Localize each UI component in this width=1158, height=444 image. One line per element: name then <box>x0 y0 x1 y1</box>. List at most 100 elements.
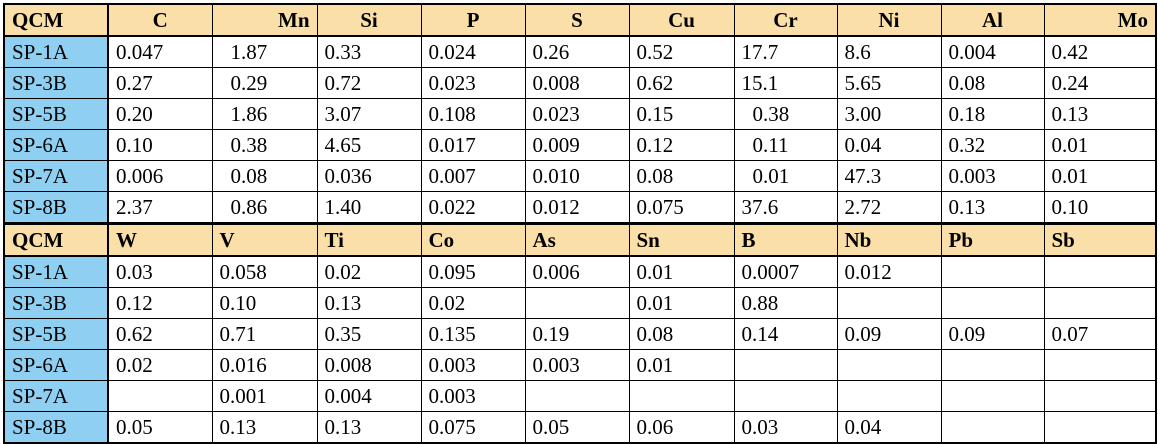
column-header-si: Si <box>316 3 422 37</box>
table-section-bottom: QCM W V Ti Co As Sn B Nb Pb Sb SP-1A 0.03 0.058 0.02 0.… <box>3 222 1157 444</box>
value-cell: 0.003 <box>524 349 630 381</box>
value-cell: 0.004 <box>940 35 1045 68</box>
value-cell: 0.71 <box>211 318 318 350</box>
value-cell: 0.62 <box>107 318 213 350</box>
column-header-cr: Cr <box>733 3 838 37</box>
value-cell: 0.04 <box>836 129 942 161</box>
value-cell: 0.06 <box>628 411 735 444</box>
table-row: SP-6A 0.10 0.38 4.65 0.017 0.009 0.12 0.11 0.04 0… <box>3 129 1157 161</box>
value-cell: 0.33 <box>316 35 422 68</box>
value-cell: 0.13 <box>211 411 318 444</box>
header-row: QCM C Mn Si P S Cu Cr Ni Al Mo <box>3 3 1157 37</box>
value-cell: 15.1 <box>733 67 838 99</box>
column-header-nb: Nb <box>836 222 942 257</box>
value-cell <box>1043 411 1157 444</box>
table-section-top: QCM C Mn Si P S Cu Cr Ni Al Mo SP-1A 0.047 1.87 0.33 0.… <box>3 3 1157 225</box>
sample-label: SP-3B <box>3 67 109 99</box>
value-cell: 0.012 <box>836 255 942 288</box>
table-row: SP-7A 0.001 0.004 0.003 <box>3 380 1157 412</box>
value-cell: 0.047 <box>107 35 213 68</box>
value-cell: 0.18 <box>940 98 1045 130</box>
value-cell <box>940 255 1045 288</box>
value-cell <box>1043 349 1157 381</box>
sample-label: SP-5B <box>3 318 109 350</box>
value-cell: 0.001 <box>211 380 318 412</box>
value-cell: 0.02 <box>316 255 422 288</box>
value-cell: 0.006 <box>107 160 213 192</box>
value-cell: 0.004 <box>316 380 422 412</box>
value-cell: 2.72 <box>836 191 942 225</box>
column-header-c: C <box>107 3 213 37</box>
value-cell: 0.010 <box>524 160 630 192</box>
value-cell: 0.03 <box>107 255 213 288</box>
value-cell: 0.52 <box>628 35 735 68</box>
value-cell: 0.135 <box>420 318 526 350</box>
sample-label: SP-5B <box>3 98 109 130</box>
value-cell: 0.008 <box>316 349 422 381</box>
value-cell: 0.12 <box>107 287 213 319</box>
value-cell: 0.01 <box>1043 129 1157 161</box>
value-cell: 0.02 <box>420 287 526 319</box>
value-cell: 0.12 <box>628 129 735 161</box>
value-cell: 0.075 <box>420 411 526 444</box>
column-header-v: V <box>211 222 318 257</box>
value-cell: 0.14 <box>733 318 838 350</box>
sample-label: SP-8B <box>3 411 109 444</box>
column-header-ti: Ti <box>316 222 422 257</box>
sample-label: SP-8B <box>3 191 109 225</box>
sample-label: SP-1A <box>3 255 109 288</box>
value-cell: 0.04 <box>836 411 942 444</box>
value-cell <box>940 411 1045 444</box>
value-cell <box>836 380 942 412</box>
value-cell: 0.08 <box>628 318 735 350</box>
value-cell: 0.01 <box>1043 160 1157 192</box>
value-cell: 0.62 <box>628 67 735 99</box>
value-cell: 0.09 <box>836 318 942 350</box>
value-cell: 0.07 <box>1043 318 1157 350</box>
value-cell: 0.13 <box>940 191 1045 225</box>
value-cell: 3.07 <box>316 98 422 130</box>
value-cell <box>733 349 838 381</box>
value-cell: 0.01 <box>628 255 735 288</box>
value-cell: 0.017 <box>420 129 526 161</box>
value-cell: 0.006 <box>524 255 630 288</box>
table-row: SP-6A 0.02 0.016 0.008 0.003 0.003 0.01 <box>3 349 1157 381</box>
table-row: SP-8B 0.05 0.13 0.13 0.075 0.05 0.06 0.03 0.04 <box>3 411 1157 444</box>
value-cell: 0.19 <box>524 318 630 350</box>
value-cell <box>836 349 942 381</box>
value-cell: 0.24 <box>1043 67 1157 99</box>
sample-label: SP-6A <box>3 349 109 381</box>
value-cell: 0.022 <box>420 191 526 225</box>
column-header-p: P <box>420 3 526 37</box>
value-cell: 1.86 <box>211 98 318 130</box>
column-header-mn: Mn <box>211 3 318 37</box>
column-header-sb: Sb <box>1043 222 1157 257</box>
value-cell: 0.024 <box>420 35 526 68</box>
value-cell: 0.09 <box>940 318 1045 350</box>
table-row: SP-8B 2.37 0.86 1.40 0.022 0.012 0.075 37.6 2.72… <box>3 191 1157 225</box>
value-cell <box>1043 255 1157 288</box>
value-cell: 0.10 <box>211 287 318 319</box>
sample-label: SP-1A <box>3 35 109 68</box>
value-cell: 17.7 <box>733 35 838 68</box>
value-cell <box>524 380 630 412</box>
table-row: SP-1A 0.03 0.058 0.02 0.095 0.006 0.01 0.0007 0.… <box>3 255 1157 288</box>
value-cell: 2.37 <box>107 191 213 225</box>
value-cell: 0.01 <box>628 349 735 381</box>
value-cell: 0.075 <box>628 191 735 225</box>
sample-label: SP-7A <box>3 380 109 412</box>
column-header-b: B <box>733 222 838 257</box>
value-cell <box>107 380 213 412</box>
value-cell: 3.00 <box>836 98 942 130</box>
value-cell: 0.095 <box>420 255 526 288</box>
value-cell: 0.08 <box>940 67 1045 99</box>
header-corner-label: QCM <box>3 222 109 257</box>
value-cell: 0.10 <box>1043 191 1157 225</box>
value-cell: 0.0007 <box>733 255 838 288</box>
column-header-ni: Ni <box>836 3 942 37</box>
value-cell: 0.13 <box>316 411 422 444</box>
value-cell: 0.27 <box>107 67 213 99</box>
value-cell: 0.15 <box>628 98 735 130</box>
value-cell: 0.05 <box>524 411 630 444</box>
column-header-al: Al <box>940 3 1045 37</box>
